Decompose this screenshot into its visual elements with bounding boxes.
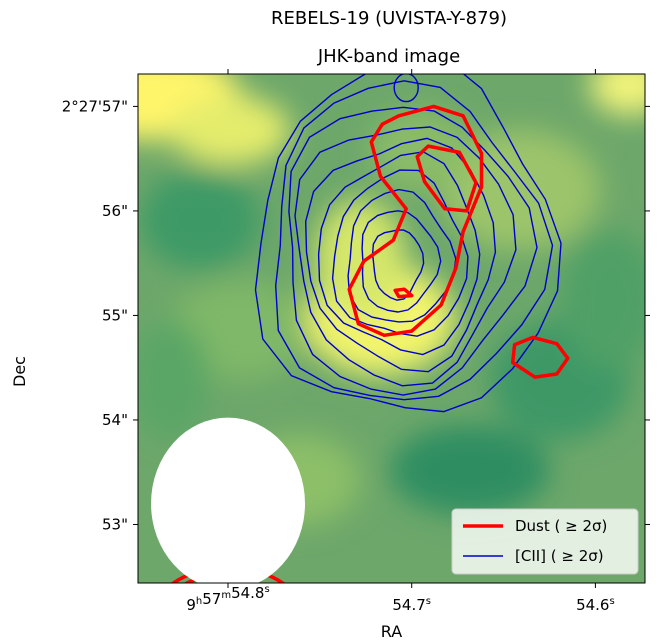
image-blob bbox=[315, 200, 405, 320]
y-tick-label: 54" bbox=[102, 411, 128, 429]
image-blob bbox=[390, 425, 550, 515]
cii-contour-line bbox=[254, 74, 562, 413]
x-axis-label: RA bbox=[380, 622, 403, 641]
legend-label-dust: Dust ( ≥ 2σ) bbox=[515, 517, 607, 535]
x-tick-label: 54.7s bbox=[392, 596, 431, 614]
chart-title: REBELS-19 (UVISTA-Y-879) bbox=[270, 8, 508, 29]
y-tick-label: 2°27'57" bbox=[62, 97, 128, 115]
dust-contour-line bbox=[510, 335, 570, 379]
y-tick-label: 56" bbox=[102, 202, 128, 220]
y-tick-label: 55" bbox=[102, 306, 128, 324]
legend-label-cii: [CII] ( ≥ 2σ) bbox=[515, 547, 604, 565]
cii-contour-line bbox=[347, 188, 457, 323]
dust-contour-line bbox=[393, 287, 414, 299]
image-panel bbox=[138, 74, 645, 583]
cii-contour-line bbox=[304, 137, 497, 373]
axis-ticks: 9h57m54.8s 54.7s 54.6s 2°27'57" 56" 55" 54" 53" bbox=[62, 69, 650, 614]
cii-contour-line bbox=[393, 74, 419, 103]
image-blob bbox=[560, 230, 645, 370]
y-axis-label: Dec bbox=[10, 356, 29, 387]
y-tick-label: 53" bbox=[102, 515, 128, 533]
image-blob bbox=[170, 95, 290, 165]
dust-contour-line bbox=[415, 144, 478, 213]
plot-frame bbox=[137, 73, 646, 584]
image-blob bbox=[140, 170, 260, 270]
chart-subtitle: JHK-band image bbox=[317, 46, 461, 67]
dust-contour-line bbox=[347, 104, 484, 338]
beam-ellipse bbox=[151, 417, 305, 583]
image-blob bbox=[590, 74, 645, 115]
image-blob bbox=[138, 320, 210, 440]
y-axis-label-wrapper: Dec bbox=[10, 347, 30, 387]
cii-contour-line bbox=[294, 126, 517, 387]
x-tick-label: 54.6s bbox=[576, 596, 615, 614]
cii-contour-line bbox=[317, 151, 481, 356]
cii-contour-line bbox=[288, 106, 538, 396]
cii-contour-line bbox=[274, 80, 554, 401]
cii-contour-line bbox=[331, 169, 469, 337]
legend: Dust ( ≥ 2σ) [CII] ( ≥ 2σ) bbox=[451, 508, 639, 575]
x-tick-label: 9h57m54.8s bbox=[186, 584, 269, 614]
image-blob bbox=[370, 110, 470, 190]
